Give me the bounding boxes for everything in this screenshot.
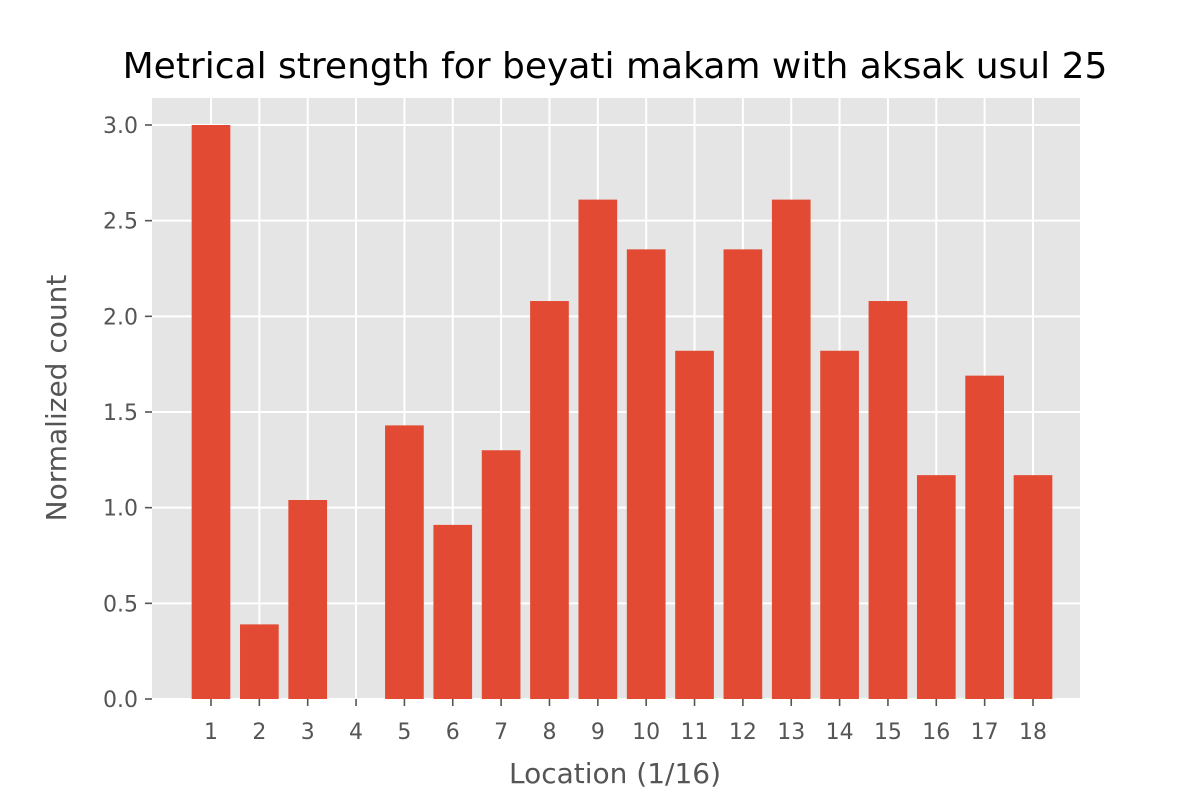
y-tick-label: 2.0 — [103, 305, 138, 330]
x-tick-label: 11 — [681, 720, 709, 745]
bar-3 — [288, 500, 328, 699]
bar-2 — [240, 624, 279, 699]
y-tick-label: 2.5 — [103, 210, 138, 235]
x-tick-label: 17 — [971, 720, 999, 745]
bar-18 — [1013, 475, 1053, 699]
x-tick-label: 3 — [301, 720, 315, 745]
bars — [191, 125, 1053, 699]
bar-6 — [433, 524, 473, 699]
x-axis-label: Location (1/16) — [509, 757, 721, 790]
x-tick-label: 1 — [204, 720, 218, 745]
x-tick-label: 15 — [874, 720, 902, 745]
y-tick-label: 1.5 — [103, 401, 138, 426]
bar-14 — [820, 350, 859, 699]
bar-7 — [481, 450, 521, 699]
x-tick-label: 10 — [632, 720, 660, 745]
bar-9 — [578, 199, 618, 699]
x-tick-label: 9 — [591, 720, 605, 745]
bar-8 — [530, 301, 569, 699]
y-tick-label: 1.0 — [103, 497, 138, 522]
x-tick-label: 16 — [922, 720, 950, 745]
x-tick-label: 7 — [494, 720, 508, 745]
x-tick-label: 4 — [349, 720, 363, 745]
bar-16 — [916, 475, 956, 699]
x-tick-label: 12 — [729, 720, 757, 745]
x-axis-ticks: 1 2 3 4 5 6 7 8 9 10 11 12 13 14 15 16 17 18 — [204, 699, 1047, 745]
chart-title: Metrical strength for beyati makam with … — [123, 46, 1108, 87]
bar-13 — [771, 199, 811, 699]
bar-1 — [191, 125, 231, 699]
y-axis-label: Normalized count — [40, 275, 73, 522]
bar-17 — [965, 375, 1004, 699]
bar-5 — [385, 425, 424, 699]
bar-12 — [723, 249, 763, 699]
y-axis-ticks: 0.0 0.5 1.0 1.5 2.0 2.5 3.0 — [103, 114, 152, 713]
x-tick-label: 18 — [1019, 720, 1047, 745]
x-tick-label: 13 — [777, 720, 805, 745]
y-tick-label: 3.0 — [103, 114, 138, 139]
x-tick-label: 14 — [826, 720, 854, 745]
x-tick-label: 6 — [446, 720, 460, 745]
bar-11 — [675, 350, 714, 699]
bar-15 — [868, 301, 908, 699]
x-tick-label: 2 — [252, 720, 266, 745]
y-tick-label: 0.0 — [103, 688, 138, 713]
y-tick-label: 0.5 — [103, 592, 138, 617]
x-tick-label: 8 — [542, 720, 556, 745]
x-tick-label: 5 — [397, 720, 411, 745]
bar-10 — [626, 249, 666, 699]
